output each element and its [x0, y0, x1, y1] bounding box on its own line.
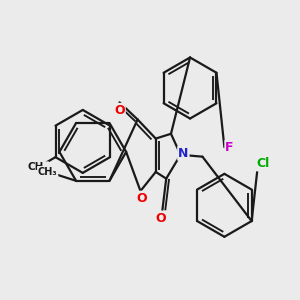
Text: F: F: [225, 141, 234, 154]
Text: CH₃: CH₃: [27, 162, 48, 172]
Text: O: O: [156, 212, 166, 225]
Text: O: O: [114, 104, 125, 117]
Text: Cl: Cl: [257, 158, 270, 170]
Text: CH₃: CH₃: [38, 167, 58, 177]
Text: N: N: [178, 147, 189, 160]
Text: O: O: [136, 192, 147, 205]
